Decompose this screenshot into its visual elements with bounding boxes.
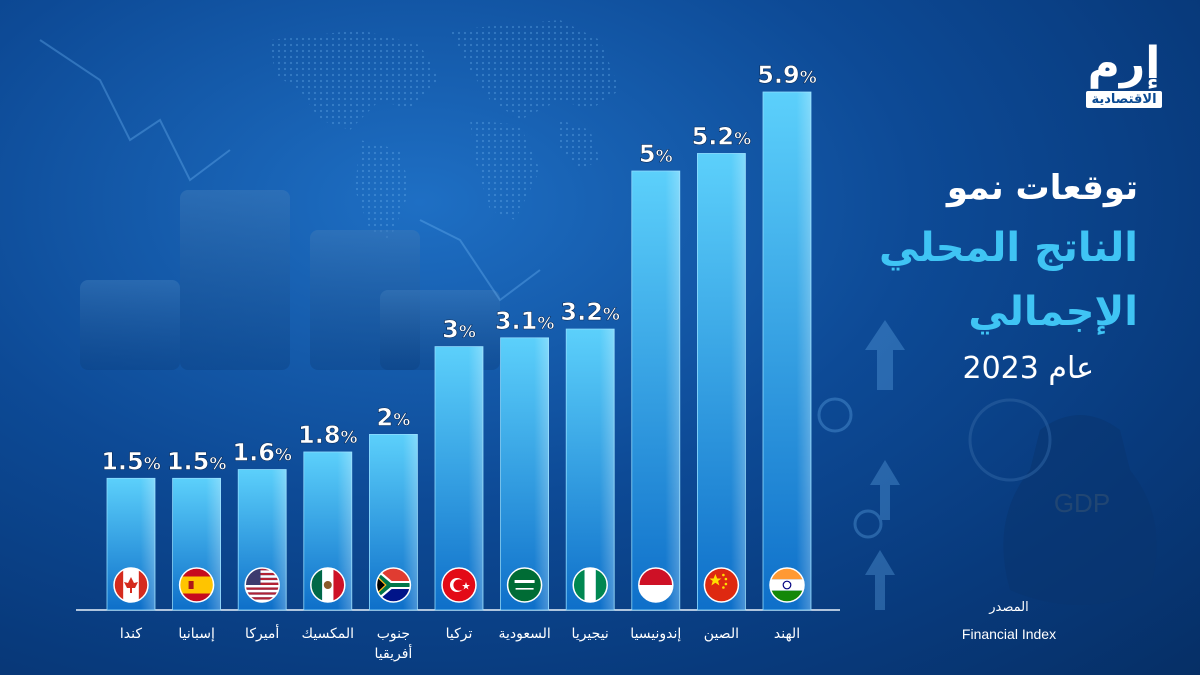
data-label: 5.2% [692, 122, 752, 150]
data-label: 5.9% [757, 61, 817, 89]
bar-highlight [697, 153, 746, 610]
south-africa-flag-icon-border [375, 567, 412, 603]
x-tick-label: إندونيسيا [630, 626, 681, 642]
canada-flag-icon [113, 567, 149, 603]
nigeria-flag-icon-border [572, 567, 608, 603]
brand-logo: إرم الاقتصادية [1082, 40, 1166, 108]
south-africa-flag-icon [375, 567, 412, 603]
title-line-3: الإجمالي [968, 289, 1138, 335]
spain-flag-icon [178, 567, 215, 603]
bar-highlight [435, 346, 483, 610]
china-flag-icon-border [703, 567, 740, 603]
logo-main-text: إرم [1087, 38, 1163, 89]
spain-flag-icon-border [178, 567, 215, 603]
mexico-flag-icon-border [310, 567, 346, 603]
x-tick-label: السعودية [498, 626, 550, 642]
bar-highlight [566, 329, 615, 610]
china-flag-icon [703, 567, 740, 603]
india-flag-icon [769, 567, 805, 603]
bar-highlight [500, 337, 549, 610]
x-tick-label: إسبانيا [178, 626, 215, 642]
title-line-1: توقعات نمو [946, 168, 1138, 208]
data-label: 3% [442, 316, 476, 344]
x-tick-label: جنوب أفريقيا [375, 626, 413, 662]
data-label: 1.8% [298, 421, 358, 449]
data-label: 5% [639, 140, 673, 168]
x-tick-label: الصين [704, 626, 739, 642]
saudi-arabia-flag-icon-border [506, 567, 543, 603]
usa-flag-icon-border [244, 567, 280, 603]
x-tick-label: كندا [120, 626, 142, 642]
x-tick-label: أميركا [245, 624, 279, 642]
source-note: المصدر Financial Index [944, 598, 1074, 644]
usa-flag-icon [244, 567, 280, 603]
source-label: المصدر [989, 600, 1029, 615]
turkey-flag-icon [441, 567, 477, 603]
x-tick-label: تركيا [446, 626, 473, 642]
x-tick-label: نيجيريا [572, 626, 609, 642]
data-label: 1.5% [101, 447, 161, 475]
nigeria-flag-icon [572, 567, 608, 603]
indonesia-flag-icon [638, 567, 674, 603]
indonesia-flag-icon-border [638, 567, 674, 603]
chart-title: توقعات نمو الناتج المحلي الإجمالي عام 20… [838, 160, 1138, 394]
india-flag-icon-border [769, 567, 805, 603]
x-tick-label: الهند [774, 626, 800, 642]
data-label: 1.5% [167, 447, 227, 475]
data-label: 2% [377, 403, 411, 431]
saudi-arabia-flag-icon [506, 567, 543, 603]
turkey-flag-icon-border [441, 567, 477, 603]
x-tick-label: المكسيك [302, 626, 355, 642]
title-line-2: الناتج المحلي [878, 225, 1138, 271]
data-label: 3.1% [495, 307, 555, 335]
bar-highlight [763, 92, 811, 610]
source-name: Financial Index [961, 626, 1057, 642]
data-label: 1.6% [232, 439, 292, 467]
canada-flag-icon-border [113, 567, 149, 603]
mexico-flag-icon [310, 567, 346, 603]
title-year: عام 2023 [962, 351, 1094, 386]
data-label: 3.2% [560, 298, 620, 326]
bar-highlight [631, 171, 680, 610]
logo-sub-text: الاقتصادية [1086, 91, 1162, 108]
